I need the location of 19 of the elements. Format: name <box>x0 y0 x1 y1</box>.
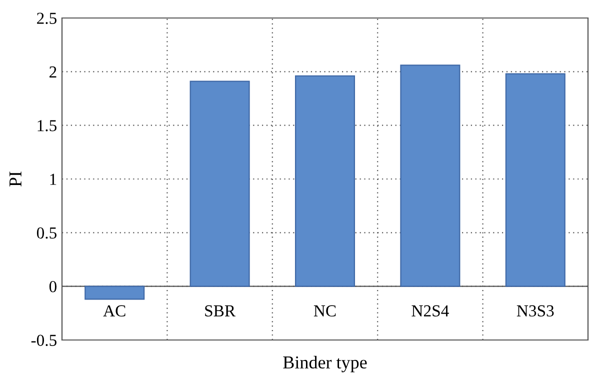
y-tick-label: 1.5 <box>38 120 56 132</box>
x-tick-label: SBR <box>205 305 236 316</box>
x-tick-label: N2S4 <box>412 305 449 316</box>
x-tick-label: NC <box>314 305 336 316</box>
y-tick-label: 1 <box>50 174 56 185</box>
bar <box>190 80 250 287</box>
y-tick-label: 0.5 <box>36 227 56 239</box>
y-tick-label: 2.5 <box>37 12 56 24</box>
x-tick-label: AC <box>103 305 126 316</box>
y-tick-label: -0.5 <box>31 334 56 346</box>
bar <box>294 75 356 287</box>
x-axis-title: Binder type <box>283 356 367 372</box>
bar <box>84 286 145 300</box>
bar <box>400 64 460 287</box>
y-tick-label: 2 <box>50 66 56 78</box>
y-tick-label: 0 <box>49 281 57 292</box>
bar <box>505 73 566 287</box>
x-tick-label: N3S3 <box>516 305 554 316</box>
y-axis-title: PI <box>10 172 22 187</box>
